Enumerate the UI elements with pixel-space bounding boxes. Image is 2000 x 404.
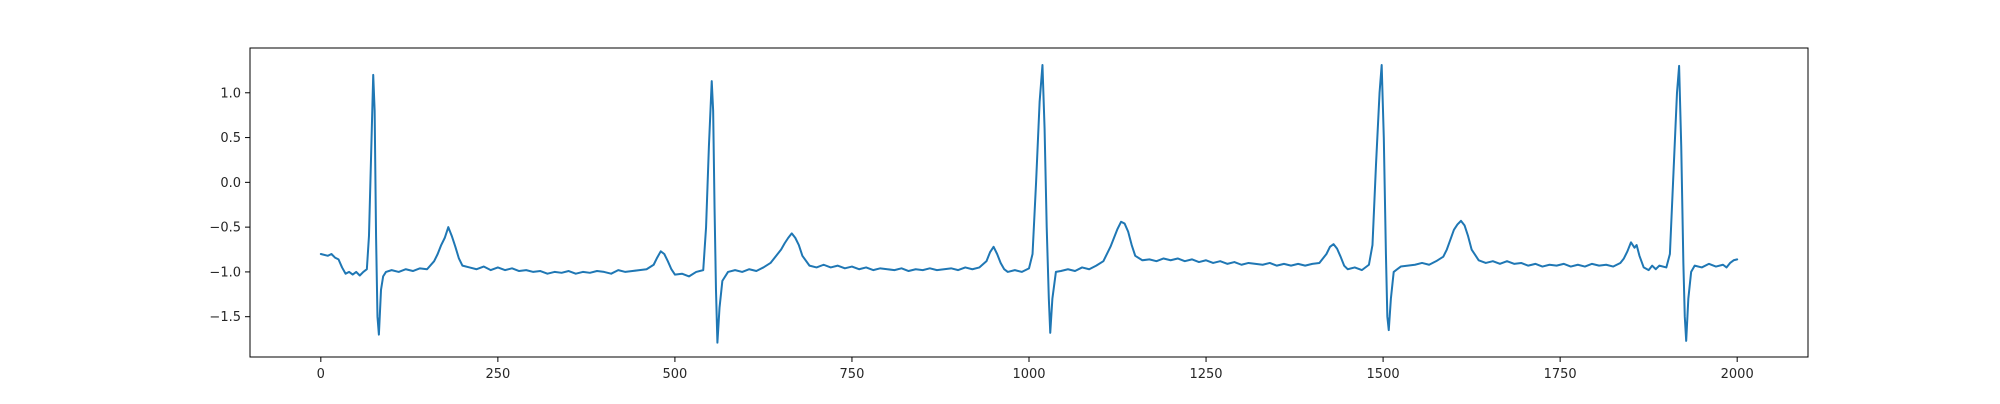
x-tick-label: 1000 <box>1012 367 1045 382</box>
series-line-0 <box>319 64 1739 344</box>
x-tick-label: 750 <box>840 367 865 382</box>
plot-area <box>249 47 1809 358</box>
x-tick-label: 1250 <box>1189 367 1222 382</box>
x-tick-label: 500 <box>662 367 687 382</box>
y-tick-label: −1.5 <box>209 310 241 325</box>
y-tick-label: 0.5 <box>220 131 241 146</box>
x-tick-label: 250 <box>485 367 510 382</box>
y-axis: −1.5 −1.0 −0.5 0.0 0.5 1.0 <box>209 86 250 325</box>
x-tick-label: 1500 <box>1367 367 1400 382</box>
y-tick-label: −0.5 <box>209 221 241 236</box>
plot-frame <box>249 47 1809 358</box>
y-tick-label: 1.0 <box>220 86 241 101</box>
x-tick-label: 0 <box>317 367 325 382</box>
y-tick-label: −1.0 <box>209 265 241 280</box>
x-axis: 0 250 500 750 1000 1250 1500 1750 2000 <box>317 357 1754 382</box>
x-tick-label: 1750 <box>1544 367 1577 382</box>
y-tick-label: 0.0 <box>220 176 241 191</box>
x-tick-label: 2000 <box>1721 367 1754 382</box>
